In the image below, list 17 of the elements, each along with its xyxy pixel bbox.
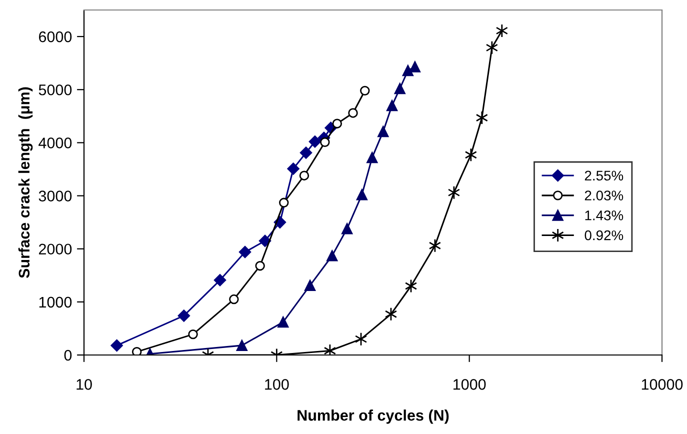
x-tick-label: 1000 bbox=[454, 379, 486, 390]
legend-label: 2.03% bbox=[584, 190, 624, 200]
x-tick-label: 10000 bbox=[642, 379, 683, 390]
y-tick-label: 1000 bbox=[39, 296, 72, 308]
y-tick-label: 4000 bbox=[38, 138, 72, 148]
x-axis-title: Number of cycles (N) bbox=[298, 410, 449, 424]
y-axis-title: Surface crack length (μm) bbox=[18, 87, 33, 278]
legend-label: 1.43% bbox=[585, 210, 624, 220]
y-tick-label: 3000 bbox=[38, 190, 72, 202]
x-tick-label: 100 bbox=[265, 379, 289, 390]
y-tick-label: 2000 bbox=[38, 244, 72, 255]
legend-label: 0.92% bbox=[584, 230, 624, 240]
legend-label: 2.55% bbox=[584, 170, 624, 181]
x-tick-label: 10 bbox=[76, 379, 92, 390]
y-tick-label: 5000 bbox=[38, 84, 72, 96]
y-tick-label: 6000 bbox=[38, 31, 72, 42]
y-tick-label: 0 bbox=[64, 350, 72, 361]
